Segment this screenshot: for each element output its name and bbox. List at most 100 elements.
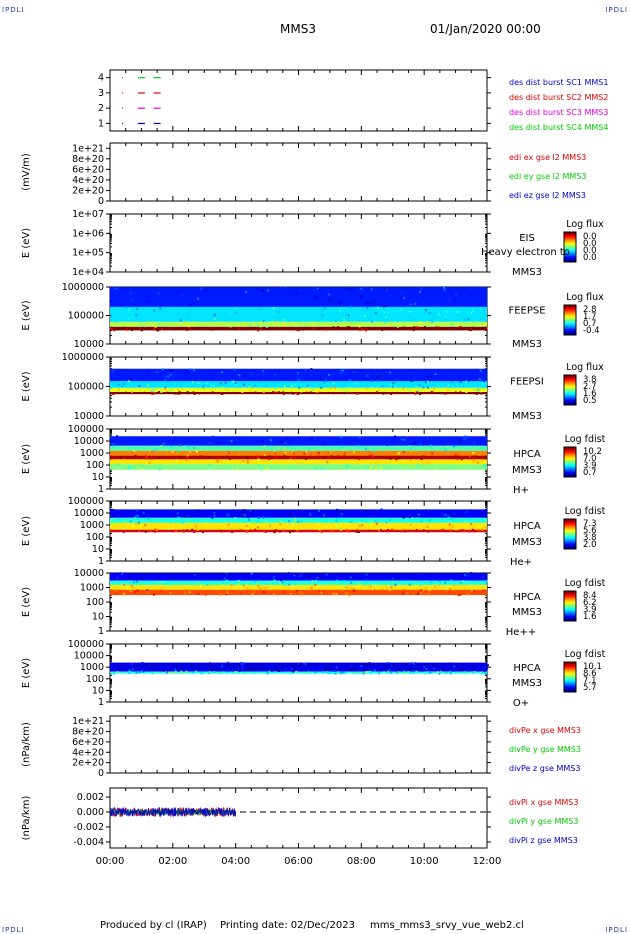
spectrogram-pixel: [202, 585, 205, 588]
spectrogram-pixel: [414, 385, 417, 388]
spectrogram-pixel: [135, 314, 138, 317]
spectrogram-pixel: [422, 455, 425, 458]
spectrogram-pixel: [352, 370, 355, 373]
spectrogram-pixel: [484, 464, 487, 467]
spectrogram-pixel: [237, 664, 240, 667]
spectrogram-pixel: [295, 292, 298, 295]
spectrogram-pixel: [112, 370, 115, 373]
spectrogram-pixel: [368, 455, 371, 458]
spectrogram-pixel: [360, 665, 363, 668]
spectrogram-pixel: [471, 370, 474, 373]
spectrogram-pixel: [123, 592, 126, 595]
spectrogram-pixel: [478, 383, 481, 386]
spectrogram-pixel: [307, 572, 310, 575]
spectrogram-pixel: [191, 460, 194, 463]
spectrogram-pixel: [171, 461, 174, 464]
spectrogram-pixel: [163, 323, 166, 326]
spectrogram-pixel: [439, 322, 442, 325]
spectrogram-pixel: [135, 580, 138, 583]
spectrogram-pixel: [227, 514, 230, 517]
colorbar-title: Log fdist: [565, 578, 606, 589]
spectrogram-pixel: [448, 670, 451, 673]
spectrogram-pixel: [298, 392, 301, 395]
spectrogram-pixel: [262, 370, 265, 373]
spectrogram-pixel: [423, 326, 426, 329]
spectrogram-pixel: [282, 591, 285, 594]
spectrogram-pixel: [235, 587, 238, 590]
spectrogram-pixel: [236, 467, 239, 470]
spectrogram-pixel: [283, 454, 286, 457]
burst-mark: [122, 92, 124, 94]
spectrogram-pixel: [282, 393, 285, 396]
spectrogram-pixel: [266, 467, 269, 470]
colorbar-segment: [564, 233, 576, 237]
spectrogram-pixel: [367, 382, 370, 385]
spectrogram-pixel: [257, 584, 260, 587]
spectrogram-pixel: [418, 383, 421, 386]
spectrogram-pixel: [325, 525, 328, 528]
y-tick-label: 4: [98, 73, 104, 84]
species-label: He++: [506, 627, 536, 638]
spectrogram-pixel: [283, 447, 286, 450]
spectrogram-pixel: [333, 669, 336, 672]
spectrogram-pixel: [297, 520, 300, 523]
spectrogram-pixel: [322, 670, 325, 673]
spectrogram-pixel: [271, 321, 274, 324]
spectrogram-pixel: [453, 665, 456, 668]
spectrogram-pixel: [193, 574, 196, 577]
spectrogram-pixel: [434, 372, 437, 375]
spectrogram-pixel: [185, 458, 188, 461]
spectrogram-band: [110, 455, 487, 460]
spectrogram-pixel: [225, 593, 228, 596]
spectrogram-pixel: [201, 328, 204, 331]
burst-mark: [153, 107, 161, 109]
colorbar-segment: [564, 305, 576, 308]
spectrogram-pixel: [448, 523, 451, 526]
spectrogram-pixel: [232, 669, 235, 672]
spectrogram-pixel: [365, 573, 368, 576]
spectrogram-pixel: [358, 524, 361, 527]
spectrogram-pixel: [289, 515, 292, 518]
instrument-label: HPCA: [513, 592, 541, 603]
colorbar-segment: [564, 602, 576, 605]
spectrogram-pixel: [476, 578, 479, 581]
y-tick-label: 1e+21: [72, 143, 104, 154]
spectrogram-pixel: [186, 514, 189, 517]
spectrogram-pixel: [196, 528, 199, 531]
spectrogram-pixel: [144, 524, 147, 527]
spectrogram-pixel: [240, 661, 243, 664]
spectrogram-pixel: [346, 529, 349, 532]
spectrogram-pixel: [319, 377, 322, 380]
spectrogram-pixel: [185, 670, 188, 673]
spectrogram-pixel: [139, 438, 142, 441]
spectrogram-pixel: [268, 522, 271, 525]
spectrogram-pixel: [318, 667, 321, 670]
spectrogram-pixel: [409, 391, 412, 394]
spectrogram-pixel: [261, 290, 264, 293]
spectrogram-pixel: [169, 592, 172, 595]
spectrogram-pixel: [329, 299, 332, 302]
spectrogram-pixel: [391, 581, 394, 584]
spectrogram-pixel: [273, 579, 276, 582]
spectrogram-pixel: [110, 521, 113, 524]
spectrogram-pixel: [389, 384, 392, 387]
colorbar-segment: [564, 467, 576, 470]
spectrogram-pixel: [406, 592, 409, 595]
colorbar-segment: [564, 310, 576, 313]
spectrogram-pixel: [205, 381, 208, 384]
colorbar-frame: [563, 304, 577, 336]
spectrogram-pixel: [140, 376, 143, 379]
spectrogram-pixel: [388, 669, 391, 672]
spectrogram-pixel: [191, 671, 194, 674]
spectrogram-pixel: [463, 671, 466, 674]
spectrogram-pixel: [410, 464, 413, 467]
y-tick-label: 1: [98, 556, 104, 567]
spectrogram-pixel: [184, 327, 187, 330]
spectrogram-pixel: [314, 584, 317, 587]
spectrogram-pixel: [468, 455, 471, 458]
spectrogram-pixel: [252, 672, 255, 675]
spectrogram-pixel: [409, 448, 412, 451]
spectrogram-pixel: [385, 586, 388, 589]
colorbar-segment: [564, 543, 576, 546]
